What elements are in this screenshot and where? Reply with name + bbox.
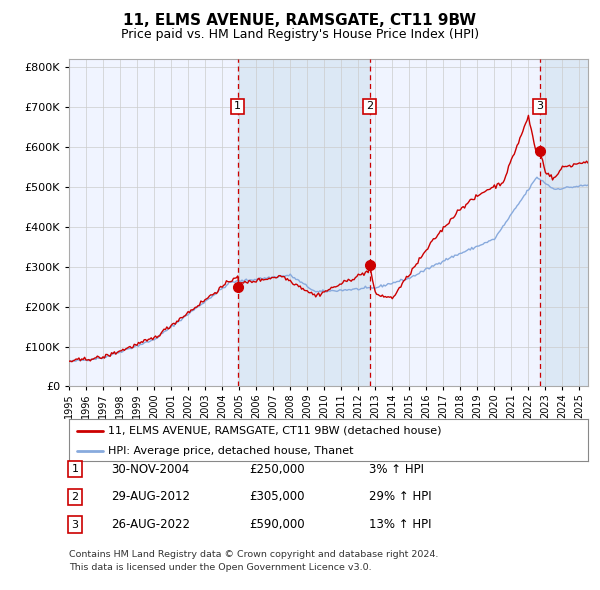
Text: 13% ↑ HPI: 13% ↑ HPI bbox=[369, 518, 431, 531]
Text: £305,000: £305,000 bbox=[249, 490, 305, 503]
Text: 1: 1 bbox=[234, 101, 241, 112]
Bar bbox=[238, 59, 370, 386]
Text: 1: 1 bbox=[71, 464, 79, 474]
Text: 3% ↑ HPI: 3% ↑ HPI bbox=[369, 463, 424, 476]
Text: 2: 2 bbox=[71, 492, 79, 502]
Text: Price paid vs. HM Land Registry's House Price Index (HPI): Price paid vs. HM Land Registry's House … bbox=[121, 28, 479, 41]
Text: £590,000: £590,000 bbox=[249, 518, 305, 531]
Text: 26-AUG-2022: 26-AUG-2022 bbox=[111, 518, 190, 531]
Text: Contains HM Land Registry data © Crown copyright and database right 2024.: Contains HM Land Registry data © Crown c… bbox=[69, 550, 439, 559]
Text: 11, ELMS AVENUE, RAMSGATE, CT11 9BW: 11, ELMS AVENUE, RAMSGATE, CT11 9BW bbox=[124, 13, 476, 28]
Bar bbox=[539, 59, 588, 386]
Text: 30-NOV-2004: 30-NOV-2004 bbox=[111, 463, 189, 476]
Text: HPI: Average price, detached house, Thanet: HPI: Average price, detached house, Than… bbox=[108, 446, 353, 455]
Text: £250,000: £250,000 bbox=[249, 463, 305, 476]
Text: 29% ↑ HPI: 29% ↑ HPI bbox=[369, 490, 431, 503]
Text: 3: 3 bbox=[71, 520, 79, 529]
Text: 11, ELMS AVENUE, RAMSGATE, CT11 9BW (detached house): 11, ELMS AVENUE, RAMSGATE, CT11 9BW (det… bbox=[108, 426, 442, 436]
Text: 29-AUG-2012: 29-AUG-2012 bbox=[111, 490, 190, 503]
Text: This data is licensed under the Open Government Licence v3.0.: This data is licensed under the Open Gov… bbox=[69, 563, 371, 572]
Text: 2: 2 bbox=[366, 101, 373, 112]
Text: 3: 3 bbox=[536, 101, 543, 112]
